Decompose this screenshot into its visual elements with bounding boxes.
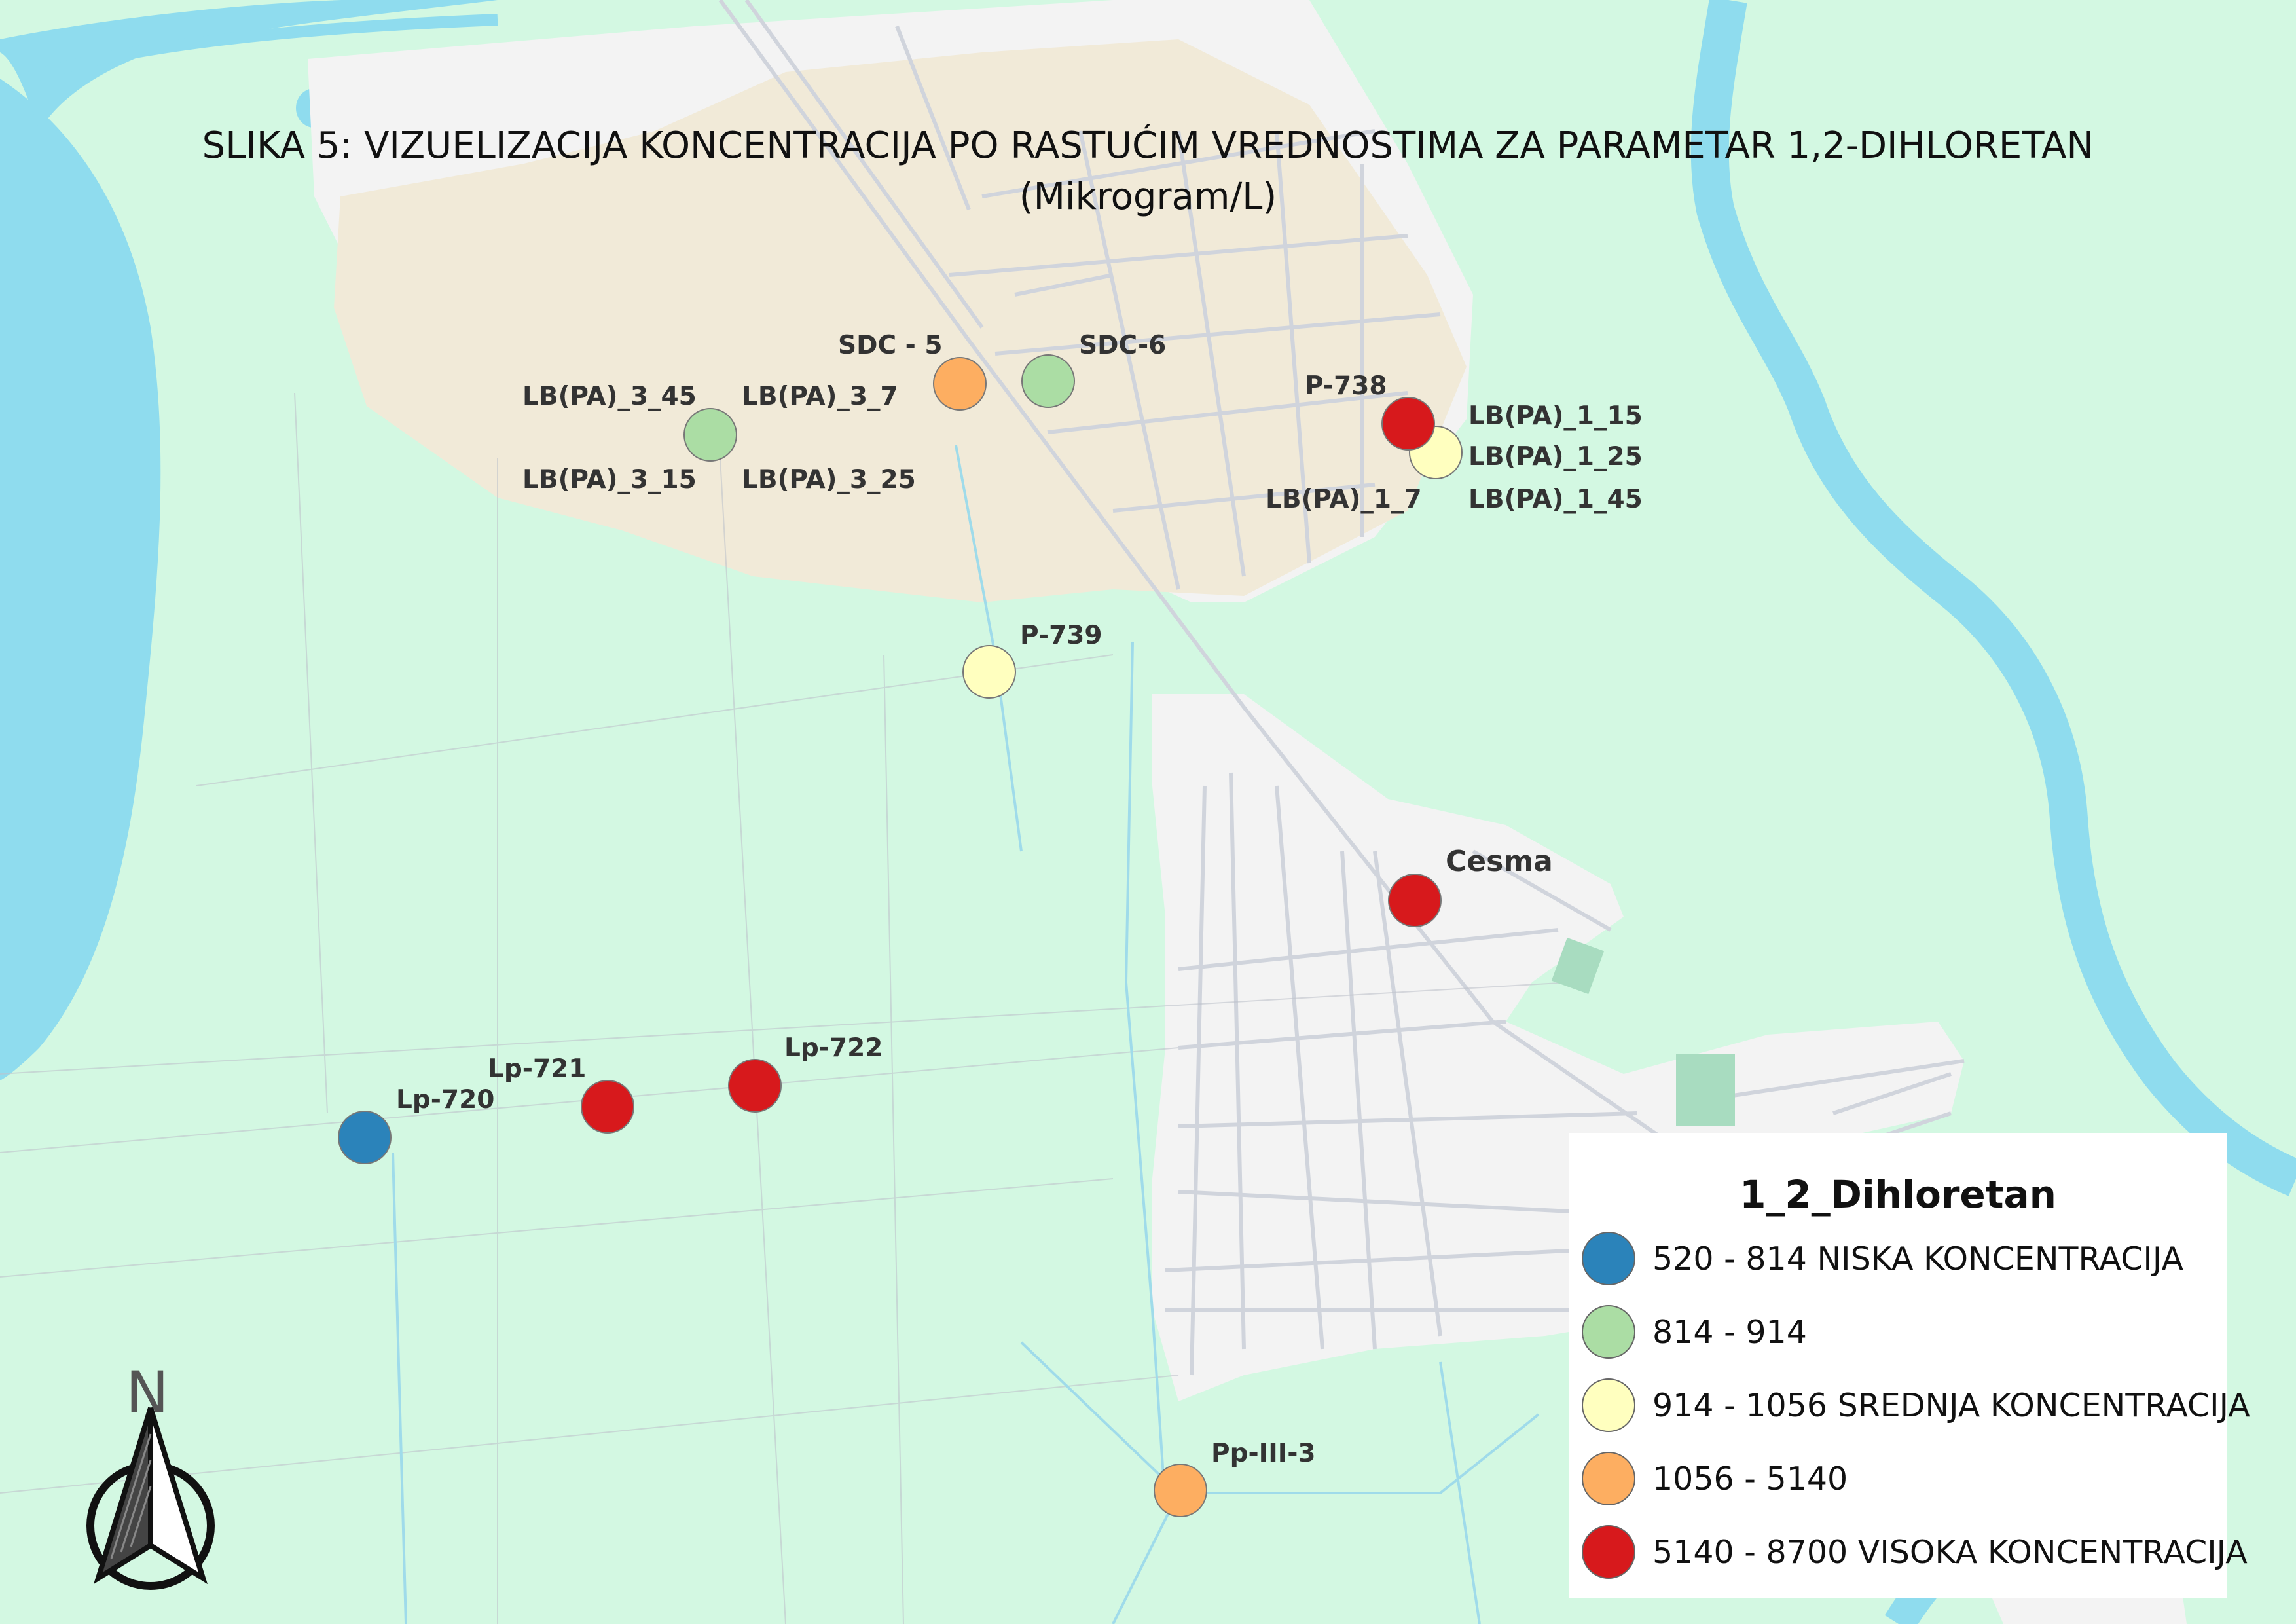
label-p-739: P-739 xyxy=(1020,621,1102,650)
legend-label-mid-high: 1056 - 5140 xyxy=(1652,1460,1848,1498)
label-pp-iii-3: Pp-III-3 xyxy=(1211,1439,1316,1468)
legend-swatch-low-mid xyxy=(1582,1305,1635,1359)
legend-panel: 1_2_Dihloretan 520 - 814 NISKA KONCENTRA… xyxy=(1569,1133,2250,1598)
well-sdc-5[interactable] xyxy=(933,357,987,411)
label-cesma: Cesma xyxy=(1446,845,1553,878)
label-lb-pa-3-25: LB(PA)_3_25 xyxy=(742,465,916,494)
label-lb-pa-1-25: LB(PA)_1_25 xyxy=(1468,442,1643,471)
legend-item-mid-high: 1056 - 5140 xyxy=(1582,1449,1848,1508)
parks xyxy=(1551,937,1735,1126)
legend-item-high: 5140 - 8700 VISOKA KONCENTRACIJA xyxy=(1582,1522,2248,1581)
legend-item-low-mid: 814 - 914 xyxy=(1582,1302,1807,1361)
well-p-738[interactable] xyxy=(1381,397,1435,451)
danube-river xyxy=(0,79,161,1080)
label-lp-721: Lp-721 xyxy=(488,1054,587,1084)
legend-swatch-mid xyxy=(1582,1378,1635,1432)
tamis-river xyxy=(1690,0,2296,1196)
well-cesma[interactable] xyxy=(1388,874,1442,927)
label-lb-pa-3-7: LB(PA)_3_7 xyxy=(742,382,898,411)
label-lp-720: Lp-720 xyxy=(396,1085,495,1115)
legend-label-low-mid: 814 - 914 xyxy=(1652,1313,1807,1351)
legend-label-mid: 914 - 1056 SREDNJA KONCENTRACIJA xyxy=(1652,1386,2250,1424)
map-subtitle: (Mikrogram/L) xyxy=(1019,175,1277,218)
well-lp-722[interactable] xyxy=(728,1059,782,1113)
well-lb-pa-3[interactable] xyxy=(683,408,737,462)
legend-item-low: 520 - 814 NISKA KONCENTRACIJA xyxy=(1582,1229,2183,1288)
legend-title: 1_2_Dihloretan xyxy=(1740,1172,2056,1217)
legend-item-mid: 914 - 1056 SREDNJA KONCENTRACIJA xyxy=(1582,1376,2250,1435)
well-lp-720[interactable] xyxy=(338,1111,392,1164)
label-p-738: P-738 xyxy=(1305,371,1387,401)
well-lp-721[interactable] xyxy=(581,1080,634,1134)
north-arrow-icon xyxy=(86,1407,215,1590)
label-lb-pa-1-7: LB(PA)_1_7 xyxy=(1266,485,1422,514)
legend-swatch-mid-high xyxy=(1582,1452,1635,1505)
label-sdc-6: SDC-6 xyxy=(1079,331,1167,360)
urban-south xyxy=(1152,694,1964,1401)
canal-top xyxy=(0,0,498,131)
label-lb-pa-3-45: LB(PA)_3_45 xyxy=(522,382,697,411)
roads xyxy=(718,0,1965,1376)
well-pp-iii-3[interactable] xyxy=(1154,1464,1207,1517)
drainage-channels xyxy=(392,445,1540,1624)
legend-label-high: 5140 - 8700 VISOKA KONCENTRACIJA xyxy=(1652,1533,2248,1571)
well-p-739[interactable] xyxy=(962,645,1016,699)
label-sdc-5: SDC - 5 xyxy=(838,331,943,360)
label-lb-pa-3-15: LB(PA)_3_15 xyxy=(522,465,697,494)
legend-label-low: 520 - 814 NISKA KONCENTRACIJA xyxy=(1652,1240,2183,1278)
canal-strip xyxy=(24,14,498,84)
well-sdc-6[interactable] xyxy=(1021,354,1075,408)
label-lb-pa-1-15: LB(PA)_1_15 xyxy=(1468,401,1643,431)
label-lp-722: Lp-722 xyxy=(784,1033,883,1063)
label-lb-pa-1-45: LB(PA)_1_45 xyxy=(1468,485,1643,514)
industrial-zone xyxy=(334,39,1467,602)
map-title: SLIKA 5: VIZUELIZACIJA KONCENTRACIJA PO … xyxy=(202,124,2094,167)
legend-swatch-high xyxy=(1582,1525,1635,1579)
legend-swatch-low xyxy=(1582,1232,1635,1285)
